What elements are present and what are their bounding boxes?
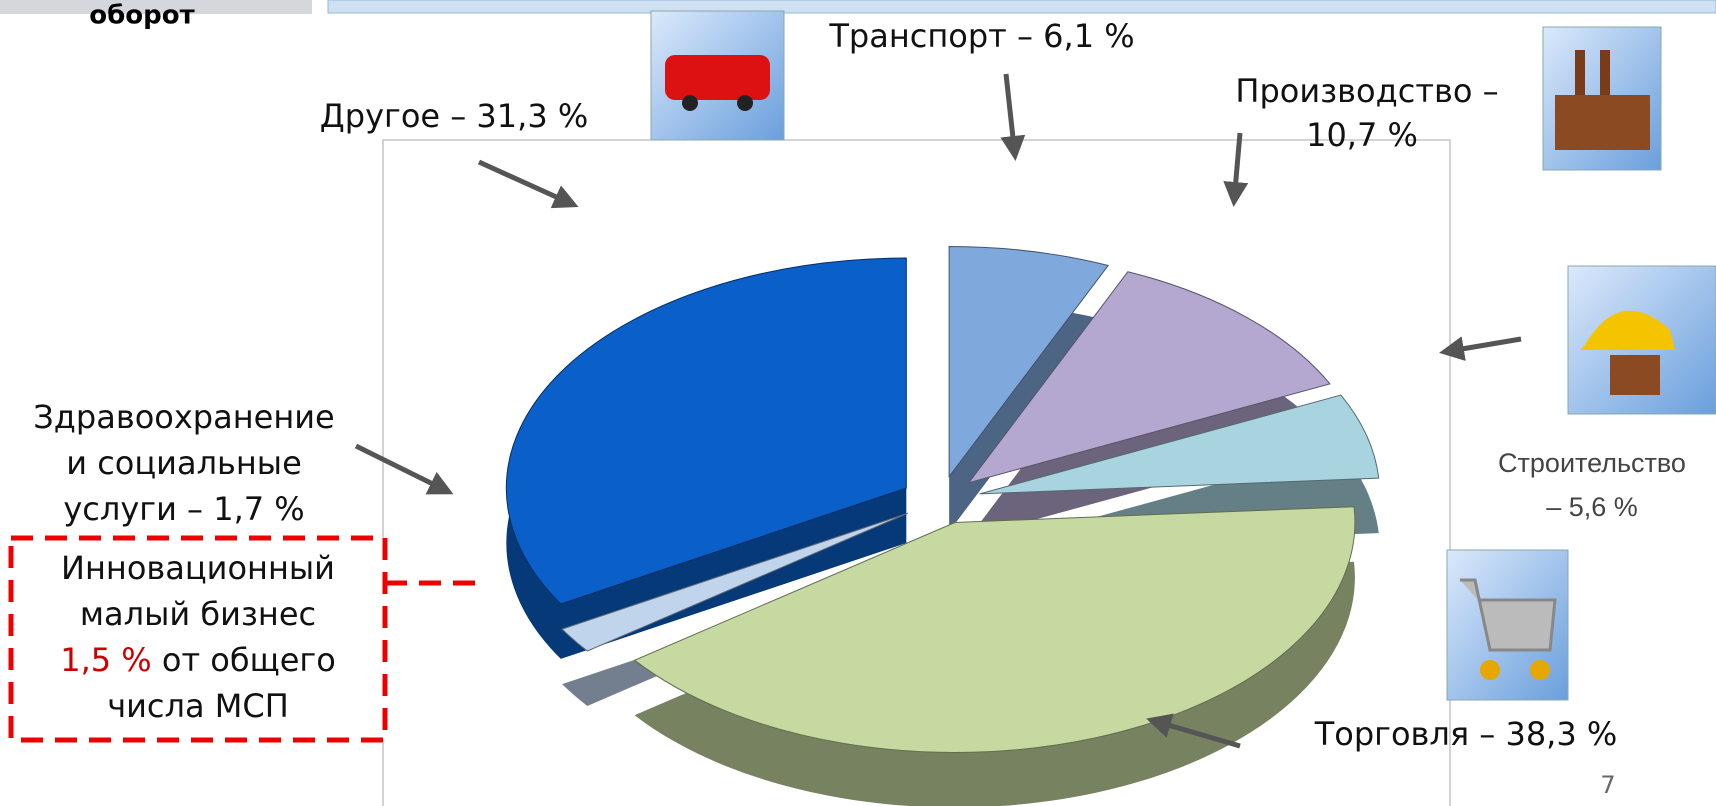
arrow	[356, 446, 449, 492]
data-label: и социальные	[66, 444, 302, 482]
data-label: – 5,6 %	[1546, 492, 1638, 522]
data-label: Производство –	[1235, 72, 1498, 110]
note-line: числа МСП	[107, 687, 289, 725]
arrow	[1444, 339, 1521, 352]
data-label: Здравоохранение	[33, 398, 334, 436]
arrow	[1234, 133, 1240, 202]
note-line: Инновационный	[61, 549, 335, 587]
data-label: Транспорт – 6,1 %	[828, 17, 1134, 55]
note-tail: от общего	[162, 641, 336, 679]
cart-icon	[1447, 550, 1568, 700]
note-line: малый бизнес	[80, 595, 316, 633]
data-label: 10,7 %	[1306, 116, 1418, 154]
data-label: Строительство	[1498, 448, 1686, 478]
header-text: оборот	[89, 1, 194, 31]
slide: оборот Инновационный малый бизнес 1,5 % …	[0, 0, 1716, 806]
construction-icon	[1568, 266, 1716, 414]
arrow	[1006, 74, 1015, 156]
note-line: 1,5 % от общего	[60, 641, 336, 679]
data-label: Другое – 31,3 %	[320, 97, 589, 135]
pie	[506, 247, 1378, 806]
arrow	[479, 162, 574, 205]
factory-icon	[1543, 27, 1661, 170]
data-label: услуги – 1,7 %	[63, 490, 304, 528]
page-number: 7	[1600, 771, 1615, 799]
bus-icon	[651, 11, 784, 140]
note-highlight: 1,5 %	[60, 641, 151, 679]
header-bar	[328, 0, 1716, 13]
data-label: Торговля – 38,3 %	[1314, 715, 1618, 753]
